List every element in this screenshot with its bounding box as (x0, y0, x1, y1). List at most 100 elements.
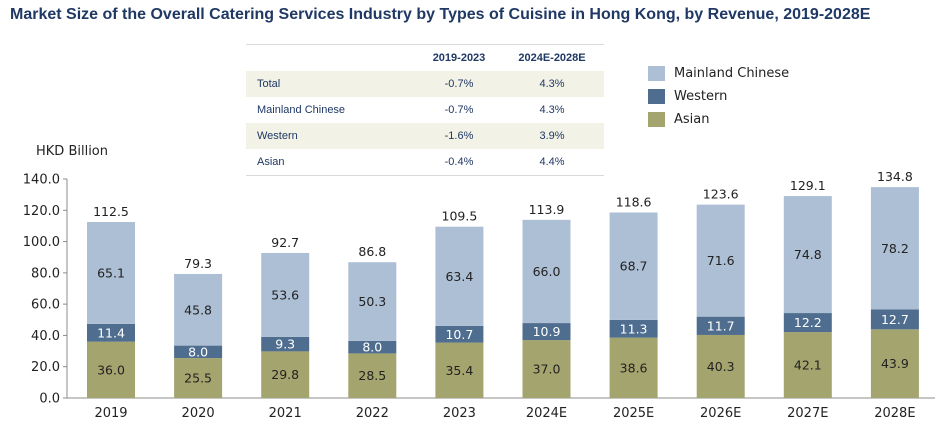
total-label: 129.1 (790, 178, 826, 193)
y-tick-label: 0.0 (39, 392, 60, 407)
data-label-western: 11.7 (707, 318, 735, 333)
data-label-mainland-chinese: 68.7 (620, 259, 648, 274)
data-label-asian: 25.5 (184, 371, 212, 386)
data-label-western: 9.3 (275, 337, 295, 352)
chart-legend: Mainland Chinese Western Asian (648, 62, 789, 131)
cagr-row-asian: Asian -0.4% 4.4% (246, 149, 604, 176)
cagr-row-total: Total -0.7% 4.3% (246, 71, 604, 97)
data-label-mainland-chinese: 71.6 (707, 253, 735, 268)
cagr-row-label: Mainland Chinese (257, 104, 346, 116)
data-label-mainland-chinese: 66.0 (533, 264, 561, 279)
bar-segment-mainland-chinese (609, 212, 658, 320)
cagr-row-value-1: -0.4% (418, 149, 500, 176)
data-label-western: 10.9 (533, 324, 561, 339)
cagr-row-value-2: 4.3% (499, 71, 604, 97)
data-label-mainland-chinese: 50.3 (358, 294, 386, 309)
bar-segment-western (435, 325, 484, 343)
data-label-asian: 43.9 (881, 356, 909, 371)
bar-segment-western (261, 336, 310, 352)
cagr-row-value-1: -1.6% (418, 123, 500, 149)
bar-segment-asian (261, 351, 310, 398)
cagr-table: 2019-2023 2024E-2028E Total -0.7% 4.3% M… (246, 44, 604, 176)
y-axis-unit-label: HKD Billion (36, 144, 109, 159)
data-label-mainland-chinese: 53.6 (271, 287, 299, 302)
bar-segment-asian (87, 341, 135, 398)
total-label: 92.7 (271, 235, 299, 250)
data-label-western: 8.0 (188, 344, 208, 359)
total-label: 109.5 (442, 209, 478, 224)
bar-segment-western (522, 323, 571, 341)
bar-segment-mainland-chinese (174, 273, 223, 346)
y-tick-label: 80.0 (31, 266, 60, 281)
y-tick-label: 20.0 (31, 360, 60, 375)
total-label: 113.9 (529, 202, 565, 217)
data-label-asian: 36.0 (97, 362, 125, 377)
data-label-western: 8.0 (362, 340, 382, 355)
data-label-western: 11.4 (97, 325, 125, 340)
x-tick-label: 2020 (182, 406, 215, 421)
cagr-row-value-1: -0.7% (444, 104, 474, 116)
x-tick-label: 2019 (94, 406, 127, 421)
x-tick-label: 2026E (700, 406, 741, 421)
x-tick-label: 2024E (526, 406, 567, 421)
data-label-asian: 29.8 (271, 367, 299, 382)
bar-segment-asian (870, 329, 919, 398)
y-tick-label: 40.0 (31, 329, 60, 344)
bar-segment-asian (435, 342, 484, 398)
cagr-header-period-2: 2024E-2028E (499, 44, 604, 71)
legend-swatch-asian (648, 112, 665, 127)
x-tick-label: 2021 (269, 406, 302, 421)
data-label-asian: 38.6 (620, 360, 648, 375)
data-label-mainland-chinese: 78.2 (881, 241, 909, 256)
x-tick-label: 2028E (874, 406, 915, 421)
bar-segment-asian (609, 337, 658, 398)
cagr-row-western: Western -1.6% 3.9% (246, 123, 604, 149)
y-tick-label: 140.0 (23, 173, 60, 188)
y-tick-label: 100.0 (23, 235, 60, 250)
legend-swatch-western (648, 89, 665, 104)
bar-segment-western (348, 340, 397, 354)
legend-label-western: Western (674, 89, 728, 104)
legend-item-asian: Asian (648, 108, 789, 131)
y-tick-label: 120.0 (23, 204, 60, 219)
bar-segment-mainland-chinese (87, 222, 135, 324)
data-label-asian: 28.5 (358, 368, 386, 383)
data-label-asian: 37.0 (533, 362, 561, 377)
data-label-mainland-chinese: 65.1 (97, 265, 125, 280)
cagr-row-label: Western (246, 123, 418, 149)
bar-segment-western (174, 345, 223, 359)
cagr-header-period-1: 2019-2023 (418, 44, 500, 71)
data-label-asian: 42.1 (794, 358, 822, 373)
cagr-row-value-2: 4.3% (539, 104, 565, 116)
bar-segment-asian (174, 358, 223, 398)
x-tick-label: 2025E (613, 406, 654, 421)
data-label-western: 12.7 (881, 312, 909, 327)
bar-segment-western (87, 323, 135, 342)
cagr-row-value-2: 3.9% (499, 123, 604, 149)
bar-segment-western (783, 313, 832, 333)
cagr-table-header: 2019-2023 2024E-2028E (246, 44, 604, 71)
total-label: 79.3 (184, 256, 212, 271)
x-tick-label: 2023 (443, 406, 476, 421)
x-tick-label: 2022 (356, 406, 389, 421)
legend-item-western: Western (648, 85, 789, 108)
cagr-row-value-2: 4.4% (499, 149, 604, 176)
cagr-row-value-1: -0.7% (418, 71, 500, 97)
bar-segment-mainland-chinese (435, 226, 484, 326)
data-label-mainland-chinese: 45.8 (184, 302, 212, 317)
cagr-row-mainland-chinese: Mainland Chinese -0.7% 4.3% (246, 97, 604, 123)
bar-segment-mainland-chinese (870, 187, 919, 310)
cagr-header-blank (246, 44, 418, 71)
bar-segment-mainland-chinese (522, 219, 571, 324)
bar-segment-asian (522, 340, 571, 398)
chart-title: Market Size of the Overall Catering Serv… (10, 6, 871, 23)
legend-item-mainland-chinese: Mainland Chinese (648, 62, 789, 85)
bar-segment-western (870, 309, 919, 330)
legend-label-mainland-chinese: Mainland Chinese (674, 66, 790, 81)
data-label-asian: 40.3 (707, 359, 735, 374)
data-label-mainland-chinese: 63.4 (445, 269, 473, 284)
data-label-asian: 35.4 (445, 363, 473, 378)
data-label-western: 10.7 (445, 327, 473, 342)
x-tick-label: 2027E (787, 406, 828, 421)
